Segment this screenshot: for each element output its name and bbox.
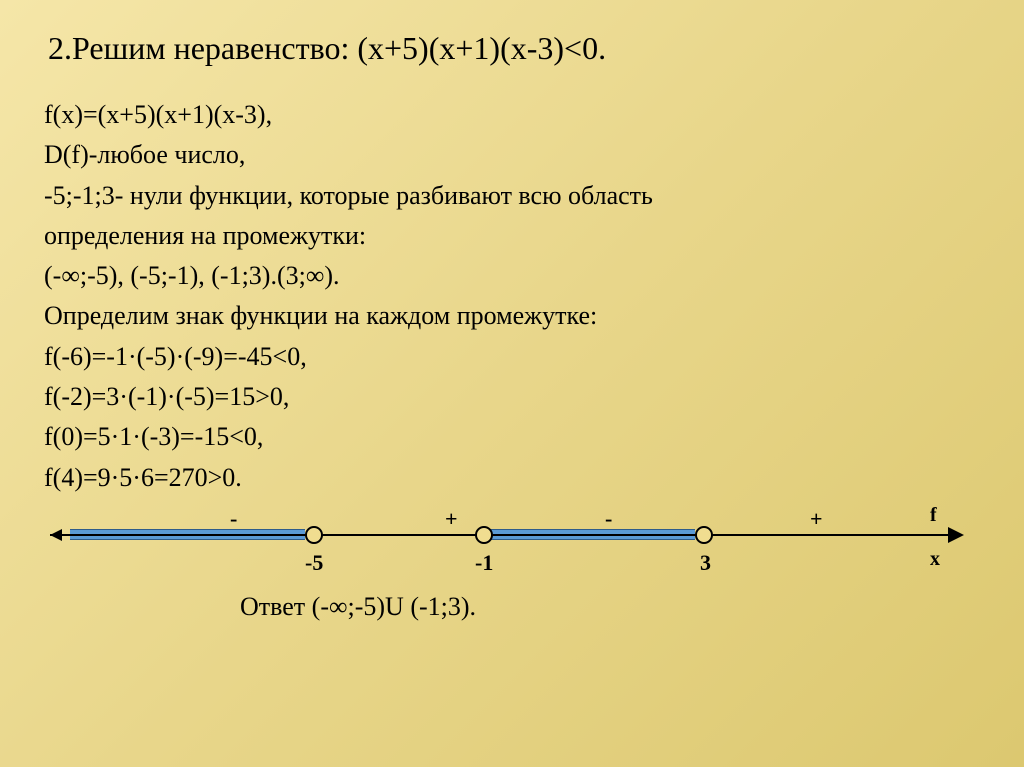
answer-text: Ответ (-∞;-5)U (-1;3). [240, 592, 984, 622]
open-circle [305, 526, 323, 544]
tick-label: -1 [475, 550, 493, 576]
sign-label: + [810, 506, 823, 532]
open-circle [695, 526, 713, 544]
tick-label: 3 [700, 550, 711, 576]
open-circle [475, 526, 493, 544]
axis-label-x: x [930, 548, 940, 571]
text-line: Определим знак функции на каждом промежу… [44, 296, 984, 336]
axis-line [50, 534, 950, 536]
slide-title: 2.Решим неравенство: (х+5)(х+1)(х-3)<0. [48, 30, 984, 67]
sign-label: + [445, 506, 458, 532]
text-line: f(4)=9·5·6=270>0. [44, 458, 984, 498]
axis-label-f: f [930, 504, 937, 527]
text-line: f(0)=5·1·(-3)=-15<0, [44, 417, 984, 457]
body-text: f(x)=(x+5)(x+1)(x-3), D(f)-любое число, … [40, 95, 984, 498]
sign-label: - [605, 506, 612, 532]
text-line: D(f)-любое число, [44, 135, 984, 175]
arrow-head-icon [948, 527, 964, 543]
number-line: - + - + -5 -1 3 f x [50, 510, 970, 580]
text-line: определения на промежутки: [44, 216, 984, 256]
text-line: (-∞;-5), (-5;-1), (-1;3).(3;∞). [44, 256, 984, 296]
text-line: f(x)=(x+5)(x+1)(x-3), [44, 95, 984, 135]
text-line: -5;-1;3- нули функции, которые разбивают… [44, 176, 984, 216]
sign-label: - [230, 506, 237, 532]
arrow-tail-icon [50, 529, 62, 541]
text-line: f(-2)=3·(-1)·(-5)=15>0, [44, 377, 984, 417]
tick-label: -5 [305, 550, 323, 576]
text-line: f(-6)=-1·(-5)·(-9)=-45<0, [44, 337, 984, 377]
